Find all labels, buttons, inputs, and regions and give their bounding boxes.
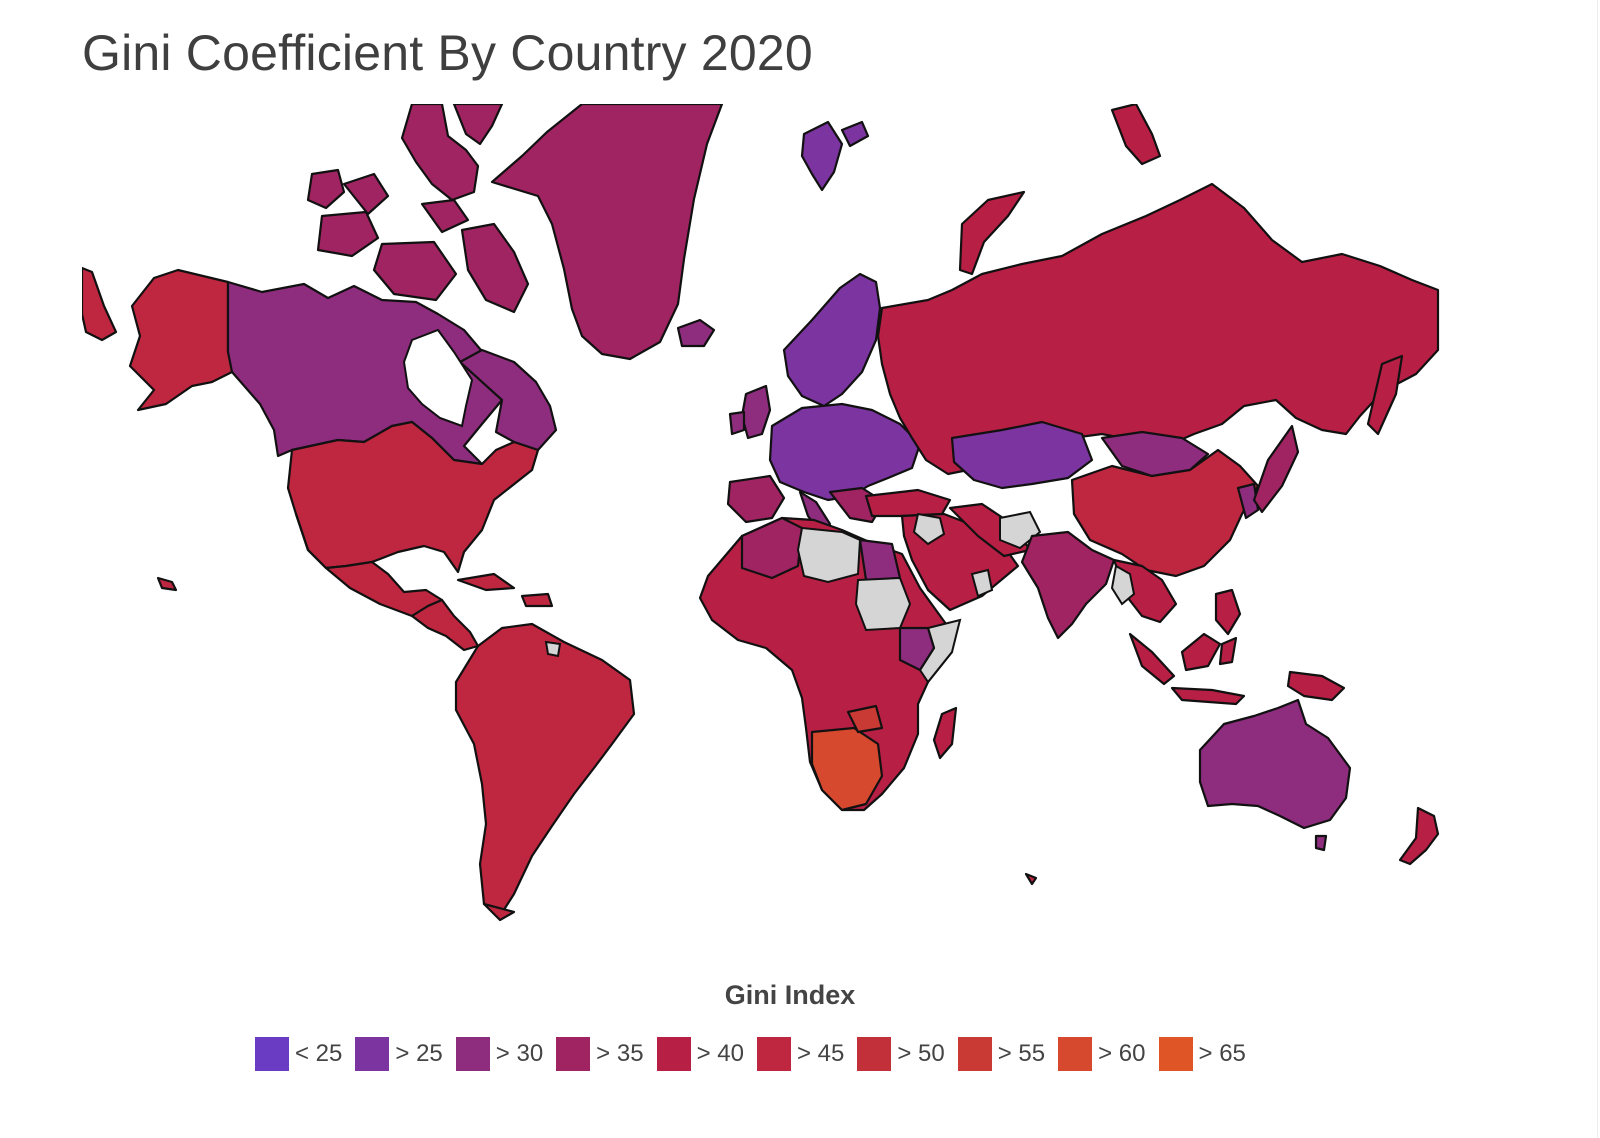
region-southern-africa[interactable] xyxy=(810,726,884,812)
region-canada-islands[interactable] xyxy=(460,222,530,314)
region-tierra-del-fuego[interactable] xyxy=(482,902,516,922)
legend-item[interactable]: > 50 xyxy=(857,1037,945,1071)
region-south-america[interactable] xyxy=(454,622,636,918)
legend: < 25 > 25 > 30 > 35 > 40 > 45 > 50 > 55 … xyxy=(255,1037,1259,1071)
region-canada-islands[interactable] xyxy=(316,210,380,258)
legend-item[interactable]: > 40 xyxy=(656,1037,744,1071)
region-europe[interactable] xyxy=(768,402,922,502)
region-canada-islands[interactable] xyxy=(420,198,470,234)
legend-swatch xyxy=(957,1037,992,1071)
region-south-georgia[interactable] xyxy=(1024,872,1038,886)
region-kazakhstan[interactable] xyxy=(950,420,1094,490)
legend-item[interactable]: > 65 xyxy=(1158,1037,1246,1071)
region-no-data-syria[interactable] xyxy=(912,512,946,546)
legend-label: > 35 xyxy=(596,1040,644,1067)
region-uk[interactable] xyxy=(740,384,772,440)
region-canada[interactable] xyxy=(226,280,504,466)
region-nw-africa[interactable] xyxy=(740,516,804,580)
legend-item[interactable]: > 30 xyxy=(455,1037,544,1071)
legend-label: > 65 xyxy=(1198,1040,1246,1067)
region-canada-islands[interactable] xyxy=(452,104,504,146)
region-png[interactable] xyxy=(1286,670,1346,702)
region-novaya-zemlya[interactable] xyxy=(958,190,1026,276)
legend-item[interactable]: > 45 xyxy=(756,1037,845,1071)
legend-label: > 40 xyxy=(696,1040,744,1067)
region-mexico[interactable] xyxy=(294,512,444,618)
legend-label: > 60 xyxy=(1098,1040,1146,1067)
region-scandinavia[interactable] xyxy=(782,272,882,408)
region-no-data-libya[interactable] xyxy=(796,526,862,584)
chart-title: Gini Coefficient By Country 2020 xyxy=(82,25,813,81)
region-canada-islands[interactable] xyxy=(342,172,390,216)
region-indonesia[interactable] xyxy=(1128,632,1176,686)
region-french-guiana[interactable] xyxy=(544,640,562,658)
region-iceland[interactable] xyxy=(676,318,716,348)
legend-label: > 50 xyxy=(897,1040,945,1067)
legend-swatch xyxy=(857,1037,892,1071)
region-mongolia[interactable] xyxy=(1100,430,1210,478)
region-ireland[interactable] xyxy=(728,410,746,436)
region-usa[interactable] xyxy=(286,420,540,574)
legend-swatch xyxy=(255,1037,289,1071)
legend-title: Gini Index xyxy=(724,980,856,1010)
region-svalbard[interactable] xyxy=(800,120,844,192)
region-sulawesi[interactable] xyxy=(1218,636,1238,666)
legend-swatch xyxy=(556,1037,591,1071)
region-kamchatka[interactable] xyxy=(1366,354,1404,436)
legend-swatch xyxy=(355,1037,390,1071)
region-russia[interactable] xyxy=(876,182,1440,476)
legend-swatch xyxy=(656,1037,691,1071)
region-caribbean[interactable] xyxy=(456,572,516,592)
legend-label: < 25 xyxy=(295,1040,343,1067)
legend-item[interactable]: > 25 xyxy=(355,1037,443,1071)
legend-label: > 55 xyxy=(997,1040,1046,1067)
region-australia[interactable] xyxy=(1198,698,1352,830)
region-canada-islands[interactable] xyxy=(400,104,480,202)
region-ethiopia[interactable] xyxy=(898,626,936,672)
legend-swatch xyxy=(455,1037,490,1071)
region-no-data-oman[interactable] xyxy=(970,568,994,598)
region-canada-islands[interactable] xyxy=(372,240,458,302)
region-madagascar[interactable] xyxy=(932,706,958,760)
region-caribbean[interactable] xyxy=(520,592,554,608)
region-philippines[interactable] xyxy=(1214,588,1242,636)
region-canada-east[interactable] xyxy=(458,348,558,452)
region-korea[interactable] xyxy=(1236,482,1260,520)
legend-item[interactable]: < 25 xyxy=(255,1037,342,1071)
region-canada-islands[interactable] xyxy=(306,168,346,210)
region-iberia[interactable] xyxy=(726,474,786,524)
region-turkey[interactable] xyxy=(864,488,952,518)
page-edge xyxy=(1597,0,1598,1138)
region-tasmania[interactable] xyxy=(1314,834,1328,852)
region-japan[interactable] xyxy=(1252,424,1300,514)
region-egypt[interactable] xyxy=(858,538,902,582)
legend-swatch xyxy=(1058,1037,1093,1071)
region-no-data-myanmar[interactable] xyxy=(1110,564,1136,606)
region-new-zealand[interactable] xyxy=(1398,806,1440,866)
legend-swatch xyxy=(1158,1037,1193,1071)
region-zambia[interactable] xyxy=(846,704,884,734)
region-india[interactable] xyxy=(1020,530,1116,640)
legend-item[interactable]: > 60 xyxy=(1058,1037,1146,1071)
region-borneo[interactable] xyxy=(1180,632,1222,672)
hudson-bay xyxy=(402,328,474,428)
world-map[interactable] xyxy=(82,104,1484,956)
region-greenland[interactable] xyxy=(490,104,724,361)
region-svalbard[interactable] xyxy=(840,120,870,148)
legend-item[interactable]: > 35 xyxy=(556,1037,644,1071)
region-china[interactable] xyxy=(1070,448,1260,578)
legend-swatch xyxy=(756,1037,791,1071)
region-no-data-sudan[interactable] xyxy=(854,576,912,632)
region-hawaii[interactable] xyxy=(156,576,178,592)
legend-label: > 30 xyxy=(495,1040,544,1067)
legend-label: > 45 xyxy=(796,1040,845,1067)
region-indonesia[interactable] xyxy=(1170,686,1246,706)
legend-item[interactable]: > 55 xyxy=(957,1037,1046,1071)
region-central-america[interactable] xyxy=(410,598,480,652)
region-alaska[interactable] xyxy=(82,266,118,342)
region-russia-arctic[interactable] xyxy=(1110,104,1162,166)
legend-label: > 25 xyxy=(395,1040,443,1067)
